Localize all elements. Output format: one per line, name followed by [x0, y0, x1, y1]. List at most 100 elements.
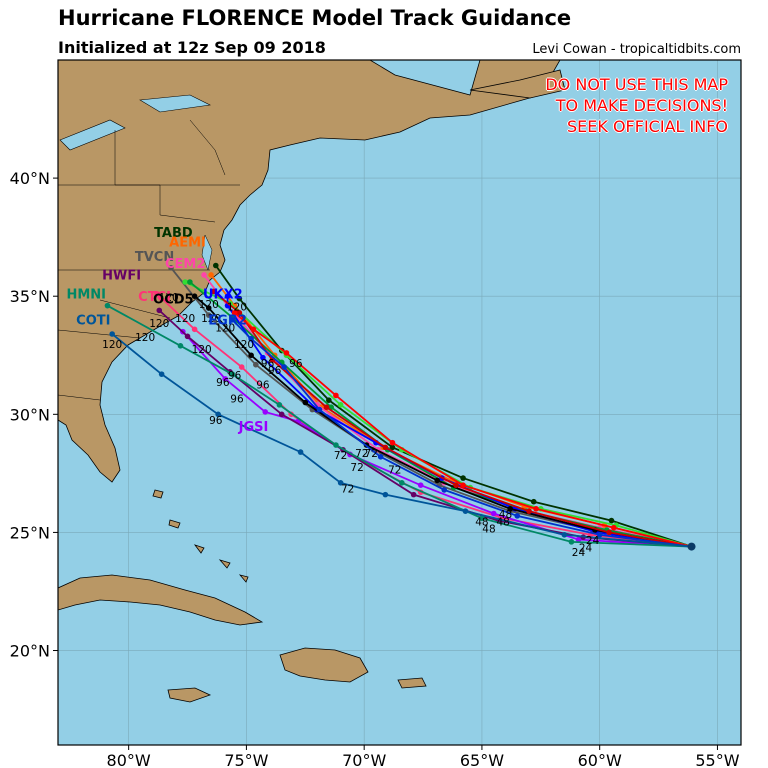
track-point	[283, 350, 290, 356]
track-point	[238, 364, 245, 370]
track-point	[608, 517, 615, 524]
track-point	[526, 508, 532, 514]
track-point	[205, 305, 212, 311]
track-point	[191, 293, 198, 300]
model-label-hwfi: HWFI	[102, 269, 141, 284]
x-tick-label: 70°W	[342, 751, 386, 768]
track-point	[215, 411, 221, 418]
forecast-hour-label: 48	[496, 516, 509, 528]
border-line	[99, 299, 171, 319]
forecast-hour-label: 96	[261, 358, 275, 370]
forecast-hour-label: 72	[341, 483, 354, 495]
forecast-hour-label: 120	[102, 339, 122, 351]
x-tick-label: 60°W	[578, 751, 622, 768]
model-label-ctci: CTCI	[138, 290, 171, 305]
track-point	[276, 402, 283, 408]
model-label-cem2: CEM2	[165, 257, 205, 272]
map-title: Hurricane FLORENCE Model Track Guidance	[58, 6, 572, 30]
forecast-hour-label: 120	[201, 313, 221, 325]
track-point	[262, 409, 269, 415]
forecast-hour-label: 120	[215, 323, 235, 335]
forecast-hour-label: 120	[192, 344, 212, 356]
model-label-tabd: TABD	[154, 226, 193, 241]
track-point	[460, 482, 466, 488]
track-point	[490, 510, 497, 517]
warning-line-1: DO NOT USE THIS MAP	[545, 75, 728, 94]
track-point	[453, 482, 459, 488]
forecast-hour-label: 120	[135, 332, 155, 344]
forecast-hour-label: 72	[388, 464, 401, 476]
track-point	[250, 326, 257, 333]
track-point	[417, 482, 424, 488]
model-label-hmni: HMNI	[66, 288, 106, 303]
forecast-hour-label: 120	[159, 292, 179, 304]
track-point	[606, 529, 612, 536]
track-point	[248, 352, 254, 359]
track-point	[337, 480, 344, 486]
track-point	[236, 309, 243, 316]
track-point	[575, 536, 582, 543]
bahamas-islands	[152, 489, 249, 583]
track-point	[205, 312, 212, 318]
state-borders	[58, 119, 240, 401]
track-point	[109, 331, 115, 337]
lake-erie	[59, 119, 126, 151]
jamaica-land	[167, 687, 212, 703]
credit-text: Levi Cowan - tropicaltidbits.com	[532, 42, 741, 57]
track-point	[399, 480, 405, 486]
track-point	[210, 288, 217, 295]
x-tick-label: 80°W	[107, 751, 151, 768]
track-point	[253, 361, 259, 368]
border-line	[189, 119, 226, 176]
track-point	[236, 295, 243, 302]
forecast-hour-label: 96	[268, 365, 282, 377]
forecast-hour-label: 96	[228, 370, 242, 382]
gridlines	[58, 60, 741, 745]
track-point	[326, 397, 332, 403]
track-point	[182, 279, 188, 285]
disclaimer-warning: DO NOT USE THIS MAP TO MAKE DECISIONS! S…	[545, 74, 728, 137]
track-point	[177, 343, 184, 349]
track-point	[507, 505, 513, 512]
track-point	[260, 354, 266, 361]
hispaniola-land	[279, 647, 369, 683]
x-tick-label: 75°W	[224, 751, 268, 768]
forecast-hour-label: 96	[256, 379, 270, 391]
track-point	[333, 392, 339, 399]
forecast-hour-label: 120	[175, 313, 195, 325]
track-point	[568, 539, 575, 545]
y-tick-label: 35°N	[10, 287, 50, 306]
track-point	[229, 371, 236, 377]
track-point	[333, 442, 339, 448]
lake-ontario	[139, 94, 211, 113]
y-tick-label: 40°N	[10, 169, 50, 188]
track-point	[611, 524, 617, 531]
track-point	[168, 265, 174, 271]
track-point	[222, 376, 229, 382]
track-point	[514, 513, 521, 519]
track-point	[208, 272, 214, 278]
model-label-tvcn: TVCN	[135, 250, 174, 265]
track-point	[229, 317, 236, 323]
track-point	[382, 444, 389, 451]
track-point	[316, 406, 323, 413]
track-point	[533, 505, 539, 512]
y-tick-label: 20°N	[10, 642, 50, 661]
model-label-jgsi: JGSI	[238, 420, 269, 435]
track-point	[323, 404, 330, 411]
track-point	[297, 449, 304, 455]
forecast-hour-label: 72	[334, 450, 347, 462]
forecast-hour-label: 48	[499, 509, 512, 521]
track-point	[337, 402, 344, 408]
track-point	[479, 515, 485, 522]
track-point	[212, 262, 219, 269]
forecast-hour-label: 72	[355, 448, 368, 460]
forecast-hour-label: 96	[209, 415, 223, 427]
forecast-hour-label: 72	[350, 462, 363, 474]
track-point	[462, 508, 469, 514]
track-point	[441, 487, 448, 493]
track-point	[231, 309, 238, 316]
track-point	[191, 326, 198, 333]
